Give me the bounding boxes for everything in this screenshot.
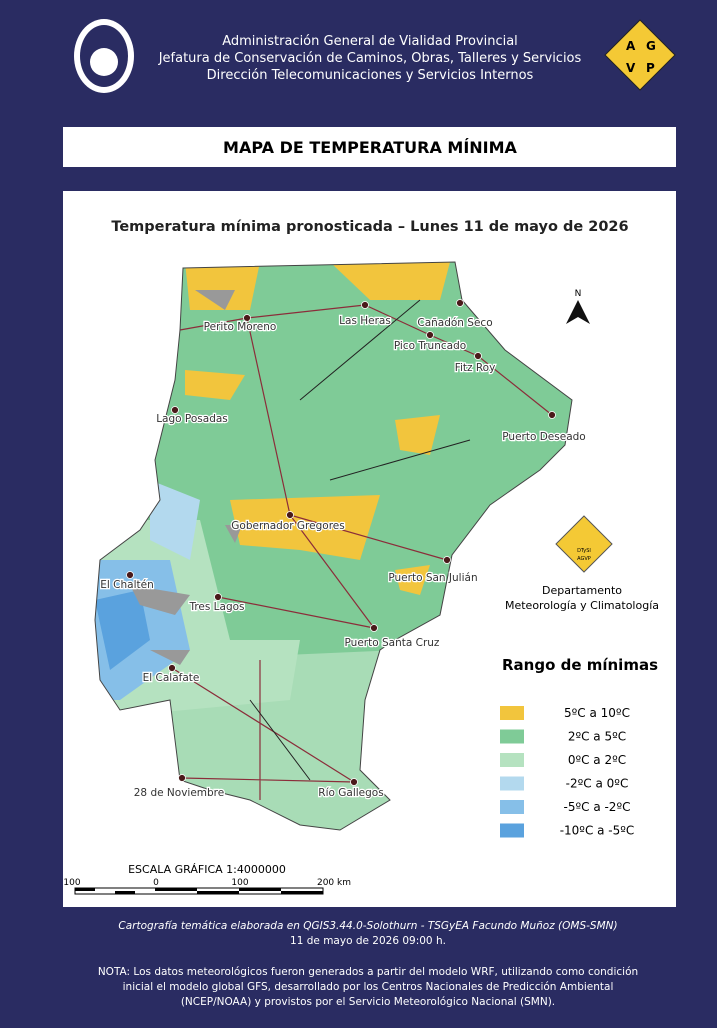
legend: 5ºC a 10ºC 2ºC a 5ºC 0ºC a 2ºC -2ºC a 0ºC -5… (500, 706, 634, 838)
city-label: Gobernador Gregores (231, 520, 344, 532)
city-label: Las Heras (339, 315, 391, 327)
north-label: N (575, 289, 582, 299)
legend-label: -10ºC a -5ºC (560, 824, 635, 838)
city-label: Cañadón Seco (417, 317, 492, 329)
legend-swatch (500, 729, 524, 744)
logo-letter: P (646, 61, 655, 75)
city-label: Tres Lagos (188, 601, 244, 613)
city-dot (474, 352, 482, 360)
logo-right: A G V P (604, 19, 676, 91)
city-dot (171, 406, 179, 414)
scale-bar (74, 887, 324, 895)
city-dot (243, 314, 251, 322)
city-label: Perito Moreno (204, 321, 277, 333)
legend-swatch (500, 753, 524, 767)
city-dot (456, 299, 464, 307)
city-dot (214, 593, 222, 601)
legend-label: 2ºC a 5ºC (568, 730, 626, 744)
city-label: Puerto Deseado (502, 431, 585, 443)
header-line: Jefatura de Conservación de Caminos, Obr… (158, 51, 582, 66)
header-line: Dirección Telecomunicaciones y Servicios… (207, 68, 534, 83)
city-dots (126, 299, 556, 786)
title-box (63, 127, 676, 167)
city-label: 28 de Noviembre (134, 787, 224, 799)
legend-swatch (500, 706, 524, 720)
city-dot (443, 556, 451, 564)
city-label: El Chaltén (100, 579, 153, 591)
legend-label: 0ºC a 2ºC (568, 753, 626, 767)
city-dot (370, 624, 378, 632)
city-dot (178, 774, 186, 782)
legend-label: 5ºC a 10ºC (564, 706, 630, 720)
city-label: Pico Truncado (394, 340, 466, 352)
scale-tick: 200 km (317, 878, 351, 888)
city-label: El Calafate (143, 672, 200, 684)
title: MAPA DE TEMPERATURA MÍNIMA (223, 138, 518, 157)
legend-label: -5ºC a -2ºC (564, 800, 631, 814)
department: Departamento (542, 584, 622, 597)
note: NOTA: Los datos meteorológicos fueron ge… (98, 966, 638, 978)
logo-left (74, 19, 134, 93)
map-title: Temperatura mínima pronosticada – Lunes … (111, 219, 628, 235)
badge-text: AGVP (577, 556, 591, 562)
logo-letter: G (646, 39, 656, 53)
scale-tick: 0 (153, 878, 159, 888)
department: Meteorología y Climatología (505, 599, 659, 612)
credit: 11 de mayo de 2026 09:00 h. (290, 935, 446, 947)
logo-letter: V (626, 61, 636, 75)
city-dot (548, 411, 556, 419)
badge-text: DTySI (577, 548, 591, 554)
city-label: Río Gallegos (318, 787, 383, 799)
city-dot (350, 778, 358, 786)
legend-title: Rango de mínimas (502, 656, 658, 674)
city-label: Puerto Santa Cruz (345, 637, 440, 649)
city-dot (168, 664, 176, 672)
logo-letter: A (626, 39, 636, 53)
scale-title: ESCALA GRÁFICA 1:4000000 (128, 863, 286, 876)
city-dot (286, 511, 294, 519)
header-line: Administración General de Vialidad Provi… (222, 34, 518, 49)
north-arrow (566, 300, 590, 324)
legend-swatch (500, 800, 524, 814)
note: inicial el modelo global GFS, desarrolla… (123, 981, 614, 993)
badge (555, 515, 613, 573)
note: (NCEP/NOAA) y provistos por el Servicio … (181, 996, 555, 1008)
city-dot (361, 301, 369, 309)
city-dot (126, 571, 134, 579)
city-label: Puerto San Julián (388, 572, 477, 584)
city-dot (426, 331, 434, 339)
legend-swatch (500, 776, 524, 791)
scale-tick: 100 (231, 878, 248, 888)
credit: Cartografía temática elaborada en QGIS3.… (118, 920, 617, 932)
legend-swatch (500, 823, 524, 838)
city-label: Fitz Roy (455, 362, 496, 374)
scale-tick: 100 (63, 878, 80, 888)
legend-label: -2ºC a 0ºC (566, 777, 629, 791)
city-label: Lago Posadas (156, 413, 228, 425)
